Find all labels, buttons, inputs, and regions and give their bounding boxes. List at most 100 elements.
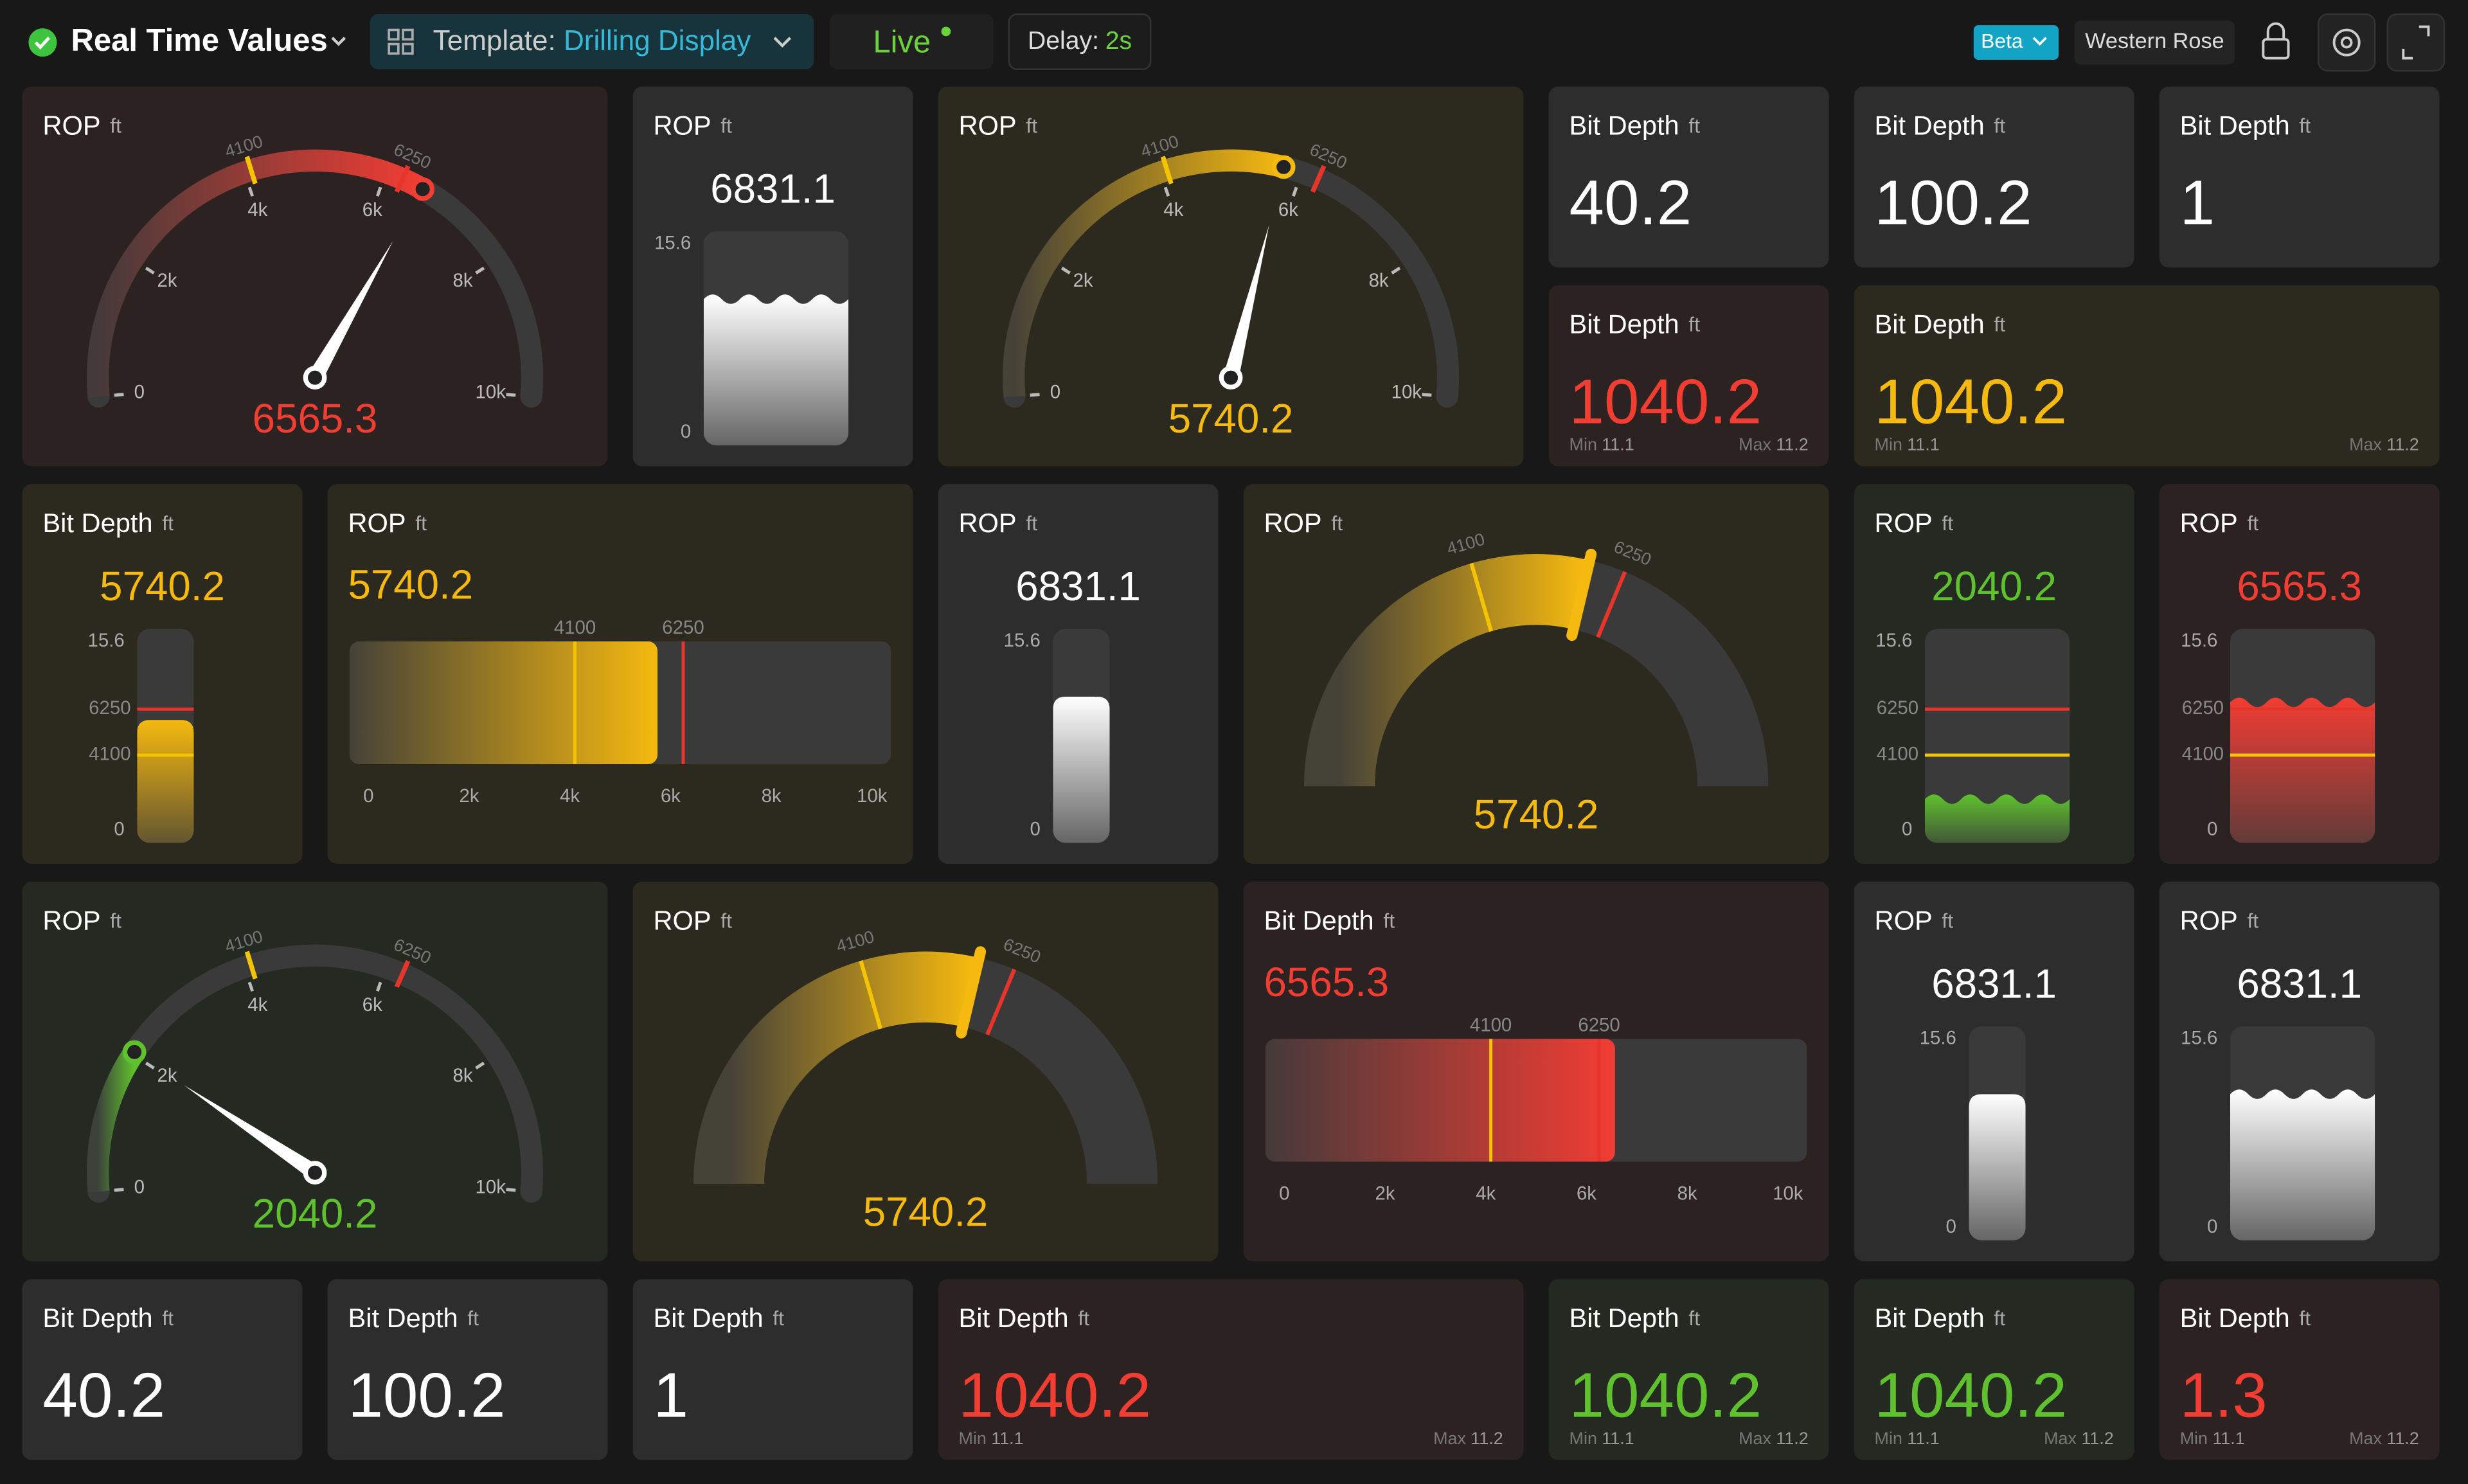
grid-icon: [388, 28, 414, 55]
min-value: 11.1: [1602, 1429, 1634, 1448]
tick-label: 10k: [1391, 381, 1422, 402]
widget-label: ROP: [1875, 508, 1933, 538]
live-badge[interactable]: [829, 14, 994, 69]
widget-tint: [1854, 285, 2440, 467]
tank-bottom-label: 0: [1902, 819, 1912, 840]
tick-label: 6k: [661, 785, 681, 807]
value: 6831.1: [1015, 564, 1141, 609]
widget-label: Bit Depth: [1569, 309, 1679, 339]
chevron[interactable]: [773, 37, 792, 48]
min-text: Min 11.1: [1875, 1429, 1940, 1448]
widget[interactable]: Bit Depth ft 1: [632, 1279, 913, 1460]
bar-fill: [1265, 1039, 1615, 1162]
tick-label: 10k: [476, 1176, 506, 1197]
template-selector[interactable]: [370, 14, 814, 69]
widget[interactable]: Bit Depth ft 100.2: [327, 1279, 608, 1460]
widget-unit: ft: [1942, 909, 1953, 933]
widget[interactable]: ROP ft 6831.1 15.6 0: [2159, 881, 2440, 1262]
value: 100.2: [348, 1360, 505, 1431]
value: 5740.2: [1474, 792, 1599, 837]
marker-label: 4100: [1877, 744, 1918, 765]
lock-button[interactable]: [2262, 22, 2290, 60]
beta-badge[interactable]: [1973, 25, 2059, 60]
max-value: 11.2: [2386, 435, 2419, 454]
widget-background: [1548, 1279, 1829, 1460]
widget-label: Bit Depth: [2180, 1303, 2290, 1333]
widget-label: ROP: [1264, 508, 1322, 538]
widget-label: Bit Depth: [42, 508, 152, 538]
tank-bottom-label: 0: [114, 819, 124, 840]
widget-label: Bit Depth: [348, 1303, 458, 1333]
widget-background: [1854, 1279, 2134, 1460]
tick-label: 4k: [247, 199, 267, 220]
widget-background: [632, 1279, 913, 1460]
value: 1040.2: [1569, 1360, 1762, 1431]
max-text: Max 11.2: [2044, 1429, 2114, 1448]
arc-thumb: [1566, 548, 1597, 641]
widget-unit: ft: [1331, 512, 1343, 535]
widget-unit: ft: [2299, 1307, 2311, 1330]
page-title[interactable]: Real Time Values: [71, 23, 328, 58]
widget-background: [2159, 1279, 2440, 1460]
bar-fill: [349, 641, 658, 765]
tick-label: 6k: [362, 199, 382, 220]
widget[interactable]: Bit Depth ft 40.2: [22, 1279, 303, 1460]
min-text: Min 11.1: [959, 1429, 1024, 1448]
fullscreen-button[interactable]: [2386, 13, 2446, 72]
template-text[interactable]: Template: Drilling Display: [433, 25, 751, 57]
widget[interactable]: ROP ft 2040.2 15.6 0 4100 6250: [1854, 484, 2134, 864]
arc-value: [693, 951, 979, 1185]
tick-label: 8k: [453, 1065, 473, 1086]
widget[interactable]: Bit Depth ft 1: [2159, 86, 2440, 268]
widget-tint: [1548, 1279, 1829, 1460]
marker-label: 6250: [662, 617, 704, 638]
widget-label: Bit Depth: [1264, 905, 1374, 935]
delay-badge[interactable]: [1008, 13, 1152, 70]
value: 1040.2: [1875, 1360, 2068, 1431]
widget[interactable]: Bit Depth ft 40.2: [1548, 86, 1829, 268]
user-badge[interactable]: [2074, 20, 2235, 65]
max-text: Max 11.2: [2349, 1429, 2419, 1448]
chevron[interactable]: [2032, 37, 2047, 46]
max-value: 11.2: [2081, 1429, 2113, 1448]
tick-label: 2k: [1375, 1183, 1395, 1204]
widget[interactable]: ROP ft 6831.1 15.6 0: [632, 86, 913, 467]
widget[interactable]: Bit Depth ft 6565.3 4100 6250 0 2k 4k 6k 8k 10k: [1243, 881, 1829, 1262]
widget[interactable]: Bit Depth ft 100.2: [1854, 86, 2134, 268]
tank-top-label: 15.6: [2181, 1027, 2217, 1048]
tick-label: 6k: [1577, 1183, 1596, 1204]
widget[interactable]: Bit Depth ft 5740.2 15.6 0 4100 6250: [22, 484, 303, 864]
widget[interactable]: ROP ft 6831.1 15.6 0: [938, 484, 1219, 864]
marker-line: [1469, 562, 1494, 632]
widget-label: ROP: [1875, 905, 1933, 935]
widget[interactable]: ROP ft 6565.3 15.6 0 4100 6250: [2159, 484, 2440, 864]
chevron[interactable]: [331, 37, 346, 46]
value: 6565.3: [2237, 564, 2362, 609]
widget-unit: ft: [1688, 313, 1700, 336]
widget-title: Bit Depth ft: [959, 1303, 1090, 1333]
tick-label: 10k: [857, 785, 888, 807]
max-label: Max: [1739, 1429, 1771, 1448]
widget-unit: ft: [720, 909, 732, 933]
gauge-value-arc: [86, 1046, 144, 1193]
widget[interactable]: ROP ft 6831.1 15.6 0: [1854, 881, 2134, 1262]
widget-unit: ft: [1026, 114, 1037, 138]
widget-unit: ft: [1942, 512, 1953, 535]
needle: [1223, 225, 1269, 380]
marker-label: 6250: [1877, 697, 1918, 719]
settings-button[interactable]: [2317, 13, 2376, 72]
max-value: 11.2: [2386, 1429, 2419, 1448]
widget[interactable]: ROP ft 5740.2 4100 6250 0 2k 4k 6k 8k 10k: [327, 484, 913, 864]
